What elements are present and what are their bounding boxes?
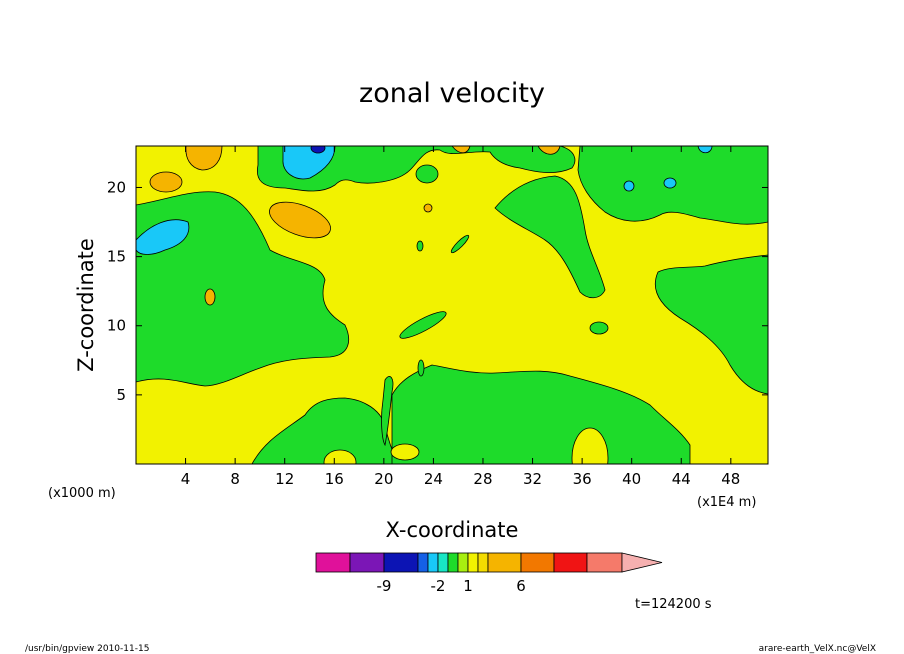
plot-frame (135, 145, 769, 465)
colorbar-segment (349, 552, 385, 573)
x-tick-label: 4 (181, 470, 191, 488)
hole-yellow-1 (323, 449, 357, 464)
y-axis-label: Z-coordinate (74, 238, 98, 372)
y-tick-label: 20 (107, 178, 126, 196)
blob-cyan-4 (663, 177, 677, 189)
colorbar-segment (586, 552, 623, 573)
blob-orange-1 (269, 201, 331, 239)
blob-orange-2 (149, 171, 183, 193)
region-bottom-right-green (391, 364, 691, 464)
streak-2 (417, 359, 425, 377)
x-unit-right: (x1E4 m) (697, 495, 756, 510)
region-mid-green (494, 175, 606, 299)
colorbar-label: -9 (377, 577, 392, 595)
colorbar-arrow (621, 552, 663, 573)
x-axis-label: X-coordinate (386, 518, 519, 542)
streak-1 (381, 376, 394, 447)
blob-green-5 (416, 240, 424, 252)
blob-green-3 (450, 234, 470, 254)
colorbar-segment (457, 552, 469, 573)
y-tick-label: 5 (116, 386, 126, 404)
hole-yellow-2 (571, 427, 609, 464)
region-bottom-green (251, 397, 399, 464)
x-tick-label: 12 (275, 470, 294, 488)
chart-title: zonal velocity (359, 78, 545, 109)
colorbar-segment (417, 552, 429, 573)
colorbar-segment (315, 552, 351, 573)
x-tick-label: 24 (424, 470, 443, 488)
y-tick-label: 10 (107, 317, 126, 335)
x-tick-label: 20 (374, 470, 393, 488)
blob-orange-4 (204, 288, 216, 306)
x-tick-label: 40 (622, 470, 641, 488)
colorbar-label: 6 (516, 577, 526, 595)
blob-blue-1 (310, 146, 326, 154)
colorbar-label: 1 (463, 577, 473, 595)
colorbar-label: -2 (431, 577, 446, 595)
x-tick-label: 8 (230, 470, 240, 488)
region-left-green (136, 191, 350, 387)
blob-cyan-3 (623, 180, 635, 192)
blob-cyan-2 (136, 219, 190, 255)
x-tick-label: 48 (721, 470, 740, 488)
region-right-green (654, 254, 768, 395)
colorbar-segment (383, 552, 419, 573)
colorbar-segment (487, 552, 522, 573)
colorbar-segment (520, 552, 555, 573)
x-tick-label: 28 (473, 470, 492, 488)
colorbar-segment (477, 552, 489, 573)
colorbar-segment (467, 552, 479, 573)
footer-left: /usr/bin/gpview 2010-11-15 (25, 644, 149, 654)
colorbar-segment (447, 552, 459, 573)
x-unit-left: (x1000 m) (48, 486, 116, 501)
colorbar: -9 -2 1 6 (315, 552, 663, 595)
footer-right: arare-earth_VelX.nc@VelX (759, 644, 876, 654)
y-tick-label: 15 (107, 248, 126, 266)
region-top-green (256, 146, 576, 192)
blob-green-4 (589, 321, 609, 335)
hole-yellow-3 (390, 443, 420, 461)
x-tick-label: 36 (573, 470, 592, 488)
colorbar-segment (553, 552, 588, 573)
blob-orange-3 (185, 146, 223, 171)
x-tick-label: 44 (672, 470, 691, 488)
blob-orange-5 (423, 203, 433, 213)
contour-field (136, 146, 768, 464)
blob-cyan-1 (282, 146, 336, 180)
blob-green-1 (415, 164, 439, 184)
colorbar-segment (427, 552, 439, 573)
x-tick-label: 16 (325, 470, 344, 488)
x-tick-label: 32 (523, 470, 542, 488)
blob-green-2 (399, 311, 447, 339)
colorbar-segment (437, 552, 449, 573)
time-annotation: t=124200 s (635, 597, 712, 612)
